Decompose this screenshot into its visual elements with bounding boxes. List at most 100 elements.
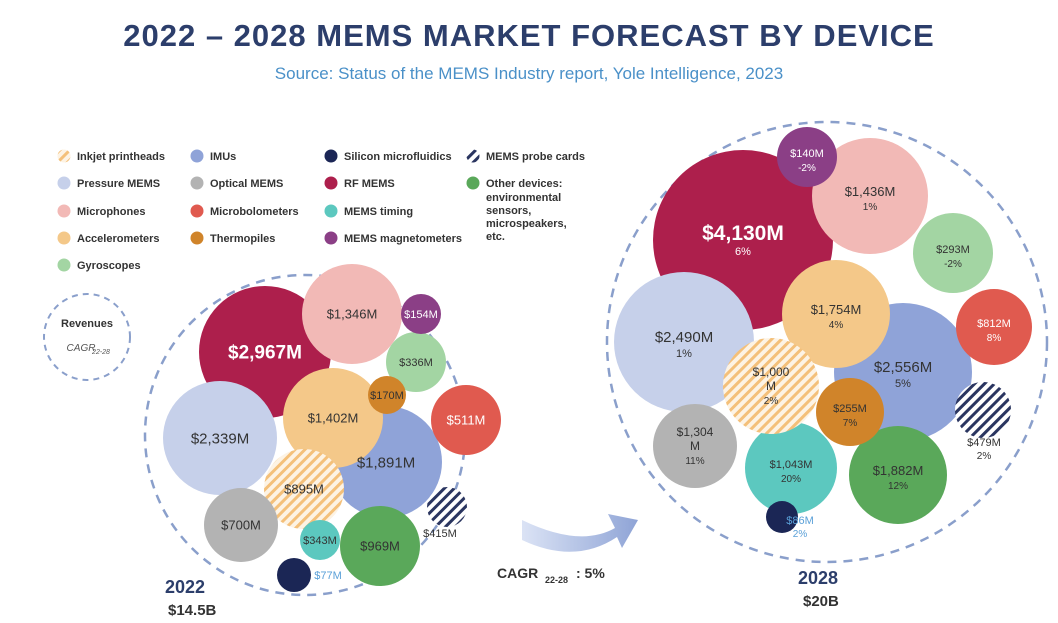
bubble-cagr-2028-thermopiles: 7% — [843, 418, 858, 429]
bubble-label-unit-2028-inkjet: M — [766, 379, 776, 393]
legend-label-accelerometers: Accelerometers — [77, 233, 160, 245]
container-2028 — [605, 120, 1049, 564]
bubble-label-2028-accelerometers: $1,754M — [811, 302, 862, 317]
year-total-2022: $14.5B — [168, 602, 217, 619]
bubble-label-unit-2028-optical: M — [690, 439, 700, 453]
bubble-label-2022-gyroscopes: $336M — [399, 357, 433, 369]
legend-swatch-optical — [190, 176, 204, 190]
bubble-label-2022-inkjet: $895M — [284, 482, 324, 497]
bubble-2028-silicon — [766, 501, 798, 533]
legend-label-microbolometers: Microbolometers — [210, 206, 299, 218]
bubble-cagr-2028-other: 12% — [888, 481, 908, 492]
legend-swatch-inkjet — [57, 149, 71, 163]
legend-swatch-probe — [466, 149, 480, 163]
bubble-cagr-2028-inkjet: 2% — [764, 396, 779, 407]
bubble-2028-probe — [955, 382, 1011, 438]
bubble-2022-thermopiles — [368, 376, 406, 414]
year-label-2028: 2028 — [798, 568, 838, 588]
bubble-label-2028-rf: $4,130M — [702, 222, 784, 245]
legend-swatch-magnetometers — [324, 231, 338, 245]
cagr-overall-label: CAGR — [497, 565, 538, 581]
bubble-label-2022-magnetometers: $154M — [404, 309, 438, 321]
legend-label-probe: MEMS probe cards — [486, 151, 585, 163]
bubble-label-2028-magnetometers: $140M — [790, 148, 824, 160]
growth-arrow — [522, 514, 638, 552]
bubble-cagr-2028-gyroscopes: -2% — [944, 259, 962, 270]
legend-label-extra: sensors, — [486, 205, 531, 217]
bubble-label-2028-other: $1,882M — [873, 463, 924, 478]
bubble-label-2028-pressure: $2,490M — [655, 329, 713, 346]
bubble-label-2022-microphones: $1,346M — [327, 307, 378, 322]
bubble-label-2022-optical: $700M — [221, 518, 261, 533]
bubble-cagr-2028-silicon: 2% — [793, 529, 808, 540]
bubble-label-2022-thermopiles: $170M — [370, 390, 404, 402]
bubble-2022-optical — [204, 488, 278, 562]
bubble-label-2022-imus: $1,891M — [357, 454, 415, 471]
bubble-label-2022-rf: $2,967M — [228, 343, 302, 364]
bubble-2028-optical — [653, 404, 737, 488]
bubble-label-2028-optical: $1,304 — [677, 425, 714, 439]
legend-label-thermopiles: Thermopiles — [210, 233, 275, 245]
bubble-2028-inkjet — [723, 338, 819, 434]
bubble-label-2028-gyroscopes: $293M — [936, 244, 970, 256]
bubble-2022-gyroscopes — [386, 332, 446, 392]
bubble-cagr-2028-pressure: 1% — [676, 348, 692, 360]
bubble-label-2028-microbolometers: $812M — [977, 318, 1011, 330]
legend-swatch-imus — [190, 149, 204, 163]
legend-swatch-microphones — [57, 204, 71, 218]
legend-label-gyroscopes: Gyroscopes — [77, 260, 141, 272]
bubble-2028-microbolometers — [956, 289, 1032, 365]
bubble-label-2028-inkjet: $1,000 — [753, 365, 790, 379]
bubble-label-2028-thermopiles: $255M — [833, 403, 867, 415]
cagr-overall-sub: 22-28 — [545, 575, 568, 585]
legend-label-inkjet: Inkjet printheads — [77, 151, 165, 163]
bubble-label-2028-timing: $1,043M — [770, 459, 813, 471]
legend-label-imus: IMUs — [210, 151, 236, 163]
bubble-label-2022-microbolometers: $511M — [447, 413, 486, 428]
legend-label-pressure: Pressure MEMS — [77, 178, 160, 190]
bubble-2022-pressure — [163, 381, 277, 495]
bubble-2028-microphones — [812, 138, 928, 254]
bubble-label-2022-pressure: $2,339M — [191, 430, 249, 447]
bubble-2022-inkjet — [264, 449, 344, 529]
bubble-label-2028-probe: $479M — [967, 437, 1001, 449]
bubble-cagr-2028-microphones: 1% — [863, 202, 878, 213]
legend-label-microphones: Microphones — [77, 206, 145, 218]
legend-swatch-accelerometers — [57, 231, 71, 245]
bubble-cagr-2028-optical: 11% — [685, 456, 704, 467]
legend-label-rf: RF MEMS — [344, 178, 395, 190]
legend-label-silicon: Silicon microfluidics — [344, 151, 452, 163]
chart-subtitle: Source: Status of the MEMS Industry repo… — [274, 64, 784, 83]
legend-swatch-other — [466, 176, 480, 190]
bubble-cagr-2028-accelerometers: 4% — [829, 320, 844, 331]
bubble-2022-microbolometers — [431, 385, 501, 455]
legend-swatch-microbolometers — [190, 204, 204, 218]
bubble-2022-magnetometers — [401, 294, 441, 334]
legend-label-extra: microspeakers, — [486, 218, 567, 230]
legend-swatch-rf — [324, 176, 338, 190]
bubble-2028-accelerometers — [782, 260, 890, 368]
bubble-label-2022-silicon: $77M — [314, 570, 342, 582]
legend-key-cagr: CAGR — [67, 343, 96, 354]
bubble-2022-microphones — [302, 264, 402, 364]
bubble-2022-silicon — [277, 558, 311, 592]
bubble-label-2022-timing: $343M — [303, 535, 337, 547]
legend-swatch-thermopiles — [190, 231, 204, 245]
bubble-label-2022-other: $969M — [360, 539, 400, 554]
bubble-2028-magnetometers — [777, 127, 837, 187]
bubble-2028-timing — [745, 422, 837, 514]
bubble-label-2028-silicon: $86M — [786, 515, 814, 527]
legend-swatch-silicon — [324, 149, 338, 163]
legend-label-optical: Optical MEMS — [210, 178, 283, 190]
bubble-cagr-2028-microbolometers: 8% — [987, 333, 1002, 344]
year-label-2022: 2022 — [165, 577, 205, 597]
cagr-overall-value: : 5% — [576, 565, 605, 581]
bubble-2022-timing — [300, 520, 340, 560]
year-total-2028: $20B — [803, 593, 839, 610]
legend-label-extra: etc. — [486, 231, 505, 243]
legend-swatch-timing — [324, 204, 338, 218]
bubble-label-2022-probe: $415M — [423, 528, 457, 540]
bubble-cagr-2028-magnetometers: -2% — [798, 163, 816, 174]
legend-swatch-gyroscopes — [57, 258, 71, 272]
